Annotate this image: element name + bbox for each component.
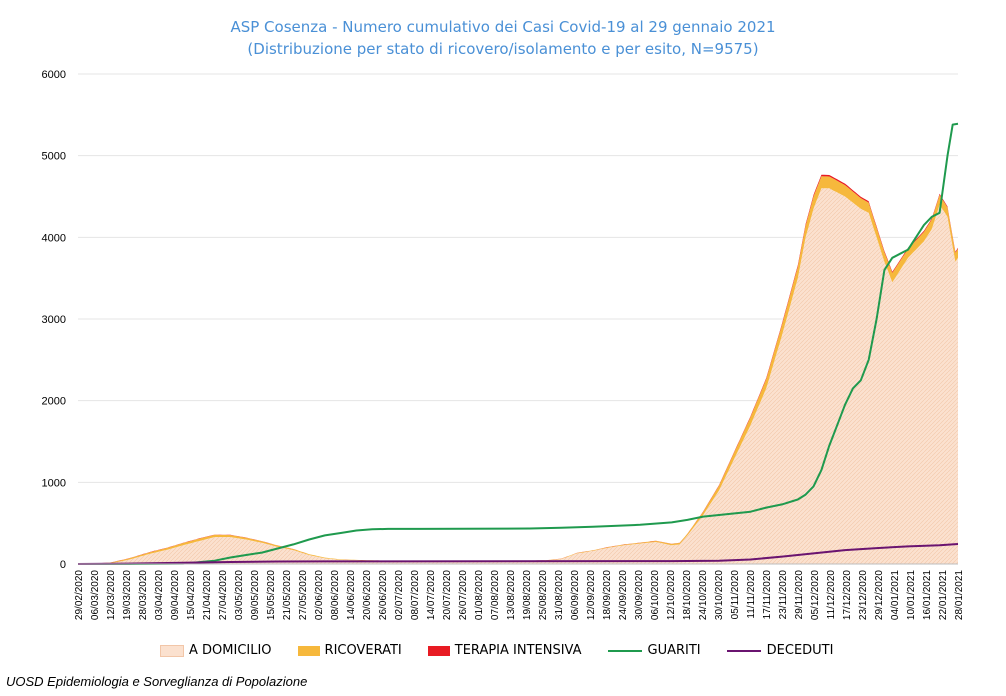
xtick-label: 06/03/2020 bbox=[90, 570, 101, 620]
legend-swatch-guariti bbox=[607, 649, 642, 652]
legend-label-terapia-intensiva: TERAPIA INTENSIVA bbox=[454, 643, 582, 658]
area-a-domicilio bbox=[78, 188, 958, 565]
legend-label-ricoverati: RICOVERATI bbox=[324, 643, 402, 658]
xtick-label: 21/05/2020 bbox=[282, 570, 293, 620]
xtick-label: 02/06/2020 bbox=[314, 570, 325, 620]
axes: 0 1000 2000 3000 4000 5000 6000 29/02/2020 06/03… bbox=[42, 69, 965, 620]
xtick-label: 06/09/2020 bbox=[570, 570, 581, 620]
ytick-label-2000: 2000 bbox=[42, 396, 66, 408]
legend-swatch-terapia-intensiva bbox=[427, 645, 450, 656]
legend-item-terapia-intensiva: TERAPIA INTENSIVA bbox=[427, 643, 582, 658]
ytick-label-4000: 4000 bbox=[42, 232, 66, 244]
xtick-label: 11/12/2020 bbox=[826, 570, 837, 620]
xtick-label: 22/01/2021 bbox=[938, 570, 949, 620]
xtick-label: 31/08/2020 bbox=[554, 570, 565, 620]
xtick-label: 28/03/2020 bbox=[138, 570, 149, 620]
legend-label-guariti: GUARITI bbox=[647, 643, 701, 658]
xtick-label: 18/10/2020 bbox=[682, 570, 693, 620]
xtick-label: 29/02/2020 bbox=[74, 570, 85, 620]
legend-swatch-deceduti bbox=[726, 649, 761, 652]
xtick-label: 03/05/2020 bbox=[234, 570, 245, 620]
xtick-label: 14/06/2020 bbox=[346, 570, 357, 620]
xtick-label: 05/11/2020 bbox=[730, 570, 741, 620]
area-layer bbox=[78, 174, 958, 565]
xtick-label: 04/01/2021 bbox=[890, 570, 901, 620]
xtick-label: 18/09/2020 bbox=[602, 570, 613, 620]
xtick-label: 07/08/2020 bbox=[490, 570, 501, 620]
xtick-label: 25/08/2020 bbox=[538, 570, 549, 620]
ytick-label-3000: 3000 bbox=[42, 314, 66, 326]
xtick-label: 06/10/2020 bbox=[650, 570, 661, 620]
xtick-label: 17/12/2020 bbox=[842, 570, 853, 620]
xtick-label: 19/03/2020 bbox=[122, 570, 133, 620]
xtick-label: 29/11/2020 bbox=[794, 570, 805, 620]
xtick-label: 08/07/2020 bbox=[410, 570, 421, 620]
xtick-label: 03/04/2020 bbox=[154, 570, 165, 620]
line-guariti bbox=[78, 122, 959, 565]
xtick-label: 12/03/2020 bbox=[106, 570, 117, 620]
ytick-label-0: 0 bbox=[60, 559, 66, 571]
xtick-label: 09/05/2020 bbox=[250, 570, 261, 620]
xtick-label: 01/08/2020 bbox=[474, 570, 485, 620]
xtick-label: 23/12/2020 bbox=[858, 570, 869, 620]
legend-swatch-a-domicilio bbox=[160, 644, 184, 657]
legend-swatch-ricoverati bbox=[297, 645, 320, 656]
legend-label-deceduti: DECEDUTI bbox=[766, 643, 834, 658]
xtick-label: 23/11/2020 bbox=[778, 570, 789, 620]
xtick-label: 02/07/2020 bbox=[394, 570, 405, 620]
xtick-label: 20/06/2020 bbox=[362, 570, 373, 620]
xtick-label: 27/04/2020 bbox=[218, 570, 229, 620]
xtick-label: 17/11/2020 bbox=[762, 570, 773, 620]
legend-item-deceduti: DECEDUTI bbox=[726, 643, 834, 658]
xtick-label: 20/07/2020 bbox=[442, 570, 453, 620]
line-deceduti bbox=[77, 543, 959, 565]
legend: A DOMICILIO RICOVERATI TERAPIA INTENSIVA… bbox=[160, 643, 859, 658]
chart-subtitle: (Distribuzione per stato di ricovero/iso… bbox=[247, 40, 759, 58]
ytick-label-5000: 5000 bbox=[42, 151, 66, 163]
xtick-label: 26/06/2020 bbox=[378, 570, 389, 620]
xtick-label: 05/12/2020 bbox=[810, 570, 821, 620]
xtick-label: 15/05/2020 bbox=[266, 570, 277, 620]
xtick-label: 24/10/2020 bbox=[698, 570, 709, 620]
xtick-label: 10/01/2021 bbox=[906, 570, 917, 620]
area-ricoverati bbox=[78, 176, 958, 565]
xtick-label: 19/08/2020 bbox=[522, 570, 533, 620]
xtick-label: 30/10/2020 bbox=[714, 570, 725, 620]
chart-canvas: 0 1000 2000 3000 4000 5000 6000 29/02/2020 06/03… bbox=[42, 69, 965, 620]
xtick-label: 28/01/2021 bbox=[954, 570, 965, 620]
ytick-label-1000: 1000 bbox=[42, 477, 66, 489]
footer-source: UOSD Epidemiologia e Sorveglianza di Pop… bbox=[6, 674, 308, 689]
xtick-label: 21/04/2020 bbox=[202, 570, 213, 620]
xtick-label: 09/04/2020 bbox=[170, 570, 181, 620]
xtick-label: 12/09/2020 bbox=[586, 570, 597, 620]
xtick-label: 29/12/2020 bbox=[874, 570, 885, 620]
legend-label-a-domicilio: A DOMICILIO bbox=[189, 643, 272, 658]
xtick-label: 15/04/2020 bbox=[186, 570, 197, 620]
xtick-label: 24/09/2020 bbox=[618, 570, 629, 620]
xtick-label: 27/05/2020 bbox=[298, 570, 309, 620]
xtick-label: 12/10/2020 bbox=[666, 570, 677, 620]
legend-item-guariti: GUARITI bbox=[607, 643, 701, 658]
chart-title: ASP Cosenza - Numero cumulativo dei Casi… bbox=[230, 18, 776, 36]
xtick-label: 30/09/2020 bbox=[634, 570, 645, 620]
xtick-label: 11/11/2020 bbox=[746, 570, 757, 619]
xtick-label: 26/07/2020 bbox=[458, 570, 469, 620]
xtick-label: 08/06/2020 bbox=[330, 570, 341, 620]
xtick-label: 14/07/2020 bbox=[426, 570, 437, 620]
xtick-label: 13/08/2020 bbox=[506, 570, 517, 620]
legend-item-a-domicilio: A DOMICILIO bbox=[160, 643, 272, 658]
xtick-label: 16/01/2021 bbox=[922, 570, 933, 620]
legend-item-ricoverati: RICOVERATI bbox=[297, 643, 402, 658]
line-layer bbox=[77, 122, 959, 565]
ytick-label-6000: 6000 bbox=[42, 69, 66, 81]
